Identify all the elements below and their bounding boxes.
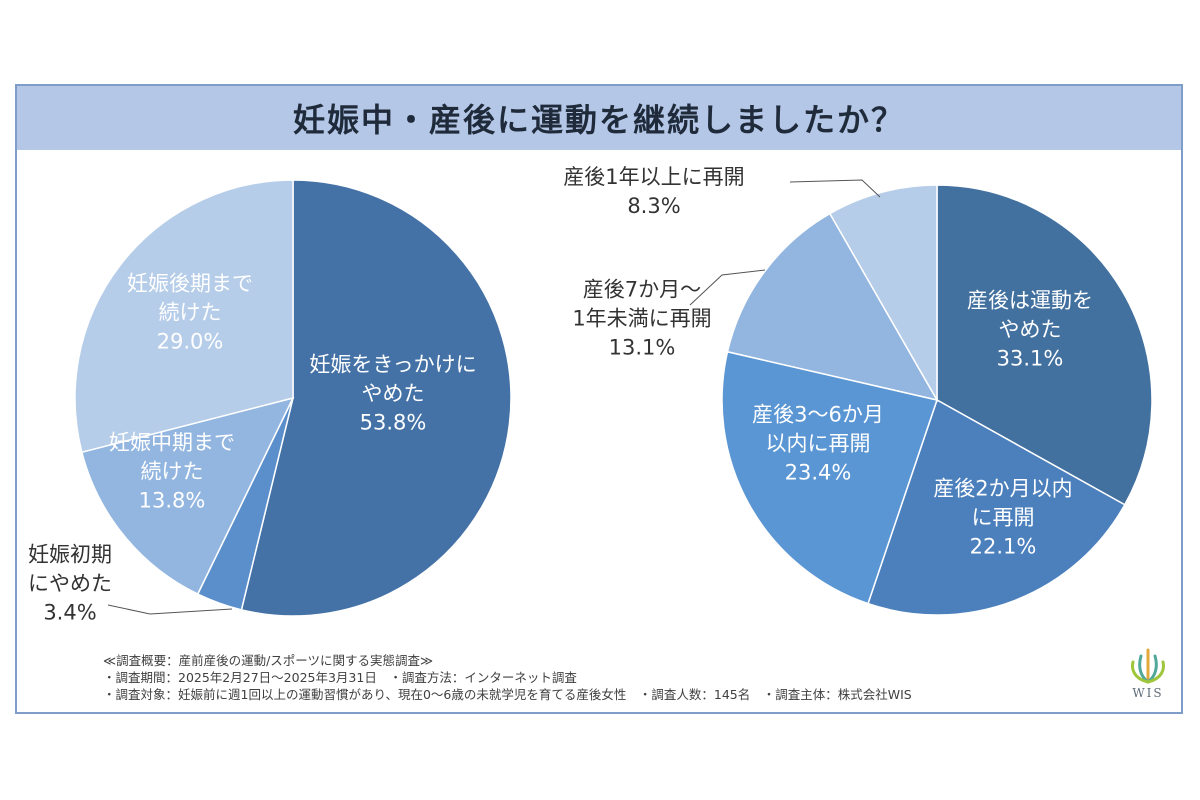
pie2-category-label: 産後3〜6か月 xyxy=(752,402,884,426)
title-bar: 妊娠中・産後に運動を継続しましたか？ xyxy=(17,86,1181,150)
wis-logo: WIS xyxy=(1126,646,1170,706)
pie1-slice-4 xyxy=(74,179,294,454)
pie2-category-label: 産後1年以上に再開 xyxy=(563,165,744,189)
pie2-value-label: 13.1% xyxy=(609,335,676,359)
survey-note-line: ・調査対象：妊娠前に週1回以上の運動習慣があり、現在0〜6歳の未就学児を育てる産… xyxy=(103,687,912,702)
pie2-slice-1 xyxy=(936,184,1153,506)
pie1-category-label: 続けた xyxy=(159,300,222,324)
wis-leaf-logo-icon xyxy=(1131,648,1165,684)
pie2-value-label: 22.1% xyxy=(970,534,1037,558)
pie1-slice-3 xyxy=(80,396,295,596)
pie1-category-label: 妊娠をきっかけに xyxy=(309,352,476,376)
pie1-category-label: 続けた xyxy=(141,459,204,483)
logo-text: WIS xyxy=(1132,686,1164,700)
pie2-category-label: 以内に再開 xyxy=(766,431,871,455)
pie1-category-label: にやめた xyxy=(28,571,112,595)
survey-note-line: ・調査期間：2025年2月27日〜2025年3月31日 ・調査方法：インターネッ… xyxy=(103,670,577,685)
pie2-leader-line xyxy=(689,269,766,306)
pie2-category-label: 産後2か月以内 xyxy=(933,476,1072,500)
pie1-value-label: 53.8% xyxy=(360,410,427,434)
pie2-category-label: 産後7か月〜 xyxy=(583,277,701,301)
pie2-slice-3 xyxy=(721,350,938,605)
pie1-slice-1 xyxy=(240,179,512,617)
pie1-leader-line xyxy=(107,604,233,615)
pie2-value-label: 33.1% xyxy=(997,346,1064,370)
pie2-category-label: に再開 xyxy=(972,505,1035,529)
chart-title: 妊娠中・産後に運動を継続しましたか？ xyxy=(292,101,905,139)
survey-note-line: ≪調査概要：産前産後の運動/スポーツに関する実態調査≫ xyxy=(103,653,434,668)
pie1-value-label: 29.0% xyxy=(157,329,224,353)
pie2-slice-2 xyxy=(867,398,1126,616)
pie2-slice-5 xyxy=(828,184,938,403)
pie1-value-label: 3.4% xyxy=(43,600,96,624)
pie1-value-label: 13.8% xyxy=(139,488,206,512)
pie2-slice-4 xyxy=(726,212,939,402)
pie1-category-label: 妊娠中期まで xyxy=(109,430,235,454)
pie2-category-label: 産後は運動を xyxy=(967,288,1093,312)
survey-notes: ≪調査概要：産前産後の運動/スポーツに関する実態調査≫ ・調査期間：2025年2… xyxy=(103,652,912,703)
pie2-category-label: 1年未満に再開 xyxy=(572,306,711,330)
pie2-value-label: 8.3% xyxy=(627,194,680,218)
pie2-leader-line xyxy=(789,179,881,198)
pie2-value-label: 23.4% xyxy=(785,460,852,484)
pie1-category-label: やめた xyxy=(362,381,425,405)
pie1-category-label: 妊娠後期まで xyxy=(127,271,253,295)
pie1-category-label: 妊娠初期 xyxy=(28,542,112,566)
pie2-category-label: やめた xyxy=(999,317,1062,341)
